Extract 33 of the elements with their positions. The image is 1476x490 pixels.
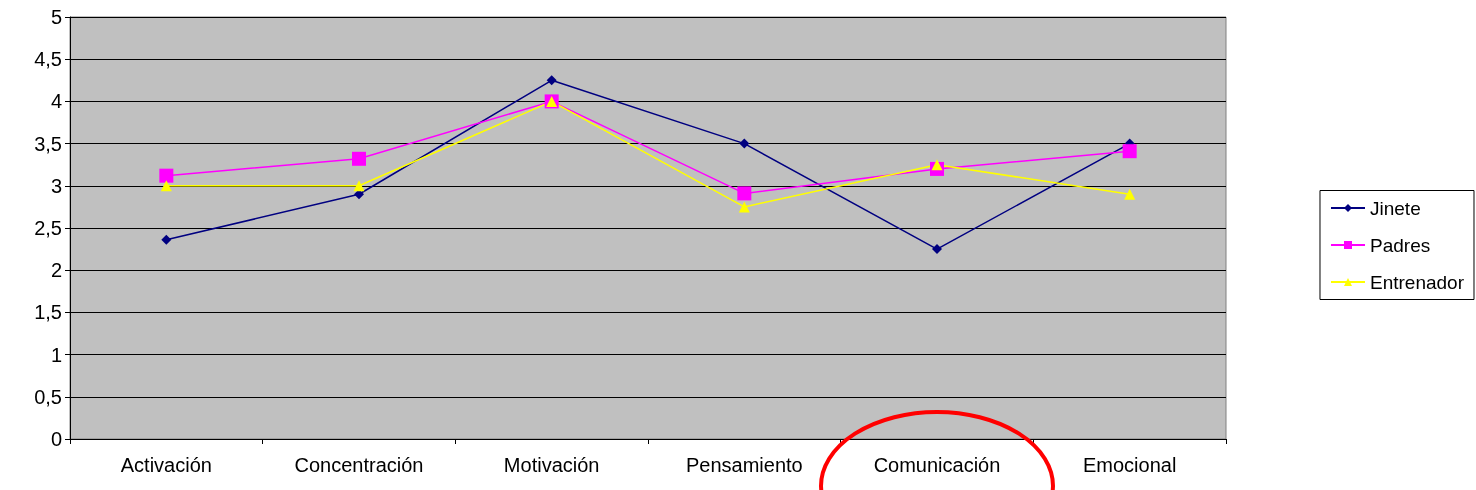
legend-label: Padres bbox=[1369, 234, 1431, 256]
point bbox=[737, 186, 752, 201]
y-tick-label: 2,5 bbox=[34, 217, 62, 239]
point bbox=[739, 138, 750, 149]
y-tick-label: 5 bbox=[50, 6, 62, 28]
y-tick-label: 2 bbox=[50, 259, 62, 282]
y-tick-label: 0 bbox=[50, 428, 62, 450]
point bbox=[546, 75, 557, 86]
y-tick-label: 1,5 bbox=[34, 301, 62, 324]
x-tick-label: Pensamiento bbox=[685, 454, 803, 476]
point bbox=[161, 234, 172, 245]
point bbox=[1124, 188, 1136, 200]
x-tick-label: Activación bbox=[120, 454, 212, 476]
x-tick-label: Concentración bbox=[294, 454, 424, 476]
y-tick-label: 1 bbox=[50, 343, 62, 366]
x-tick-label: Motivación bbox=[503, 454, 600, 476]
point bbox=[932, 244, 942, 255]
y-tick-label: 4,5 bbox=[34, 48, 62, 71]
legend-label: Jinete bbox=[1369, 197, 1421, 219]
point bbox=[738, 201, 750, 213]
point bbox=[159, 168, 174, 183]
y-tick-label: 4 bbox=[50, 90, 62, 113]
point bbox=[353, 180, 365, 192]
x-tick-label: Emocional bbox=[1082, 454, 1177, 476]
legend-label: Entrenador bbox=[1369, 271, 1465, 293]
y-tick-label: 3 bbox=[50, 174, 62, 197]
y-tick-label: 0,5 bbox=[34, 385, 62, 408]
point bbox=[1122, 144, 1137, 159]
point bbox=[160, 180, 172, 192]
y-tick-label: 3,5 bbox=[34, 132, 62, 155]
x-tick-label: Comunicación bbox=[873, 454, 1001, 476]
point bbox=[931, 159, 943, 171]
point bbox=[352, 151, 366, 166]
